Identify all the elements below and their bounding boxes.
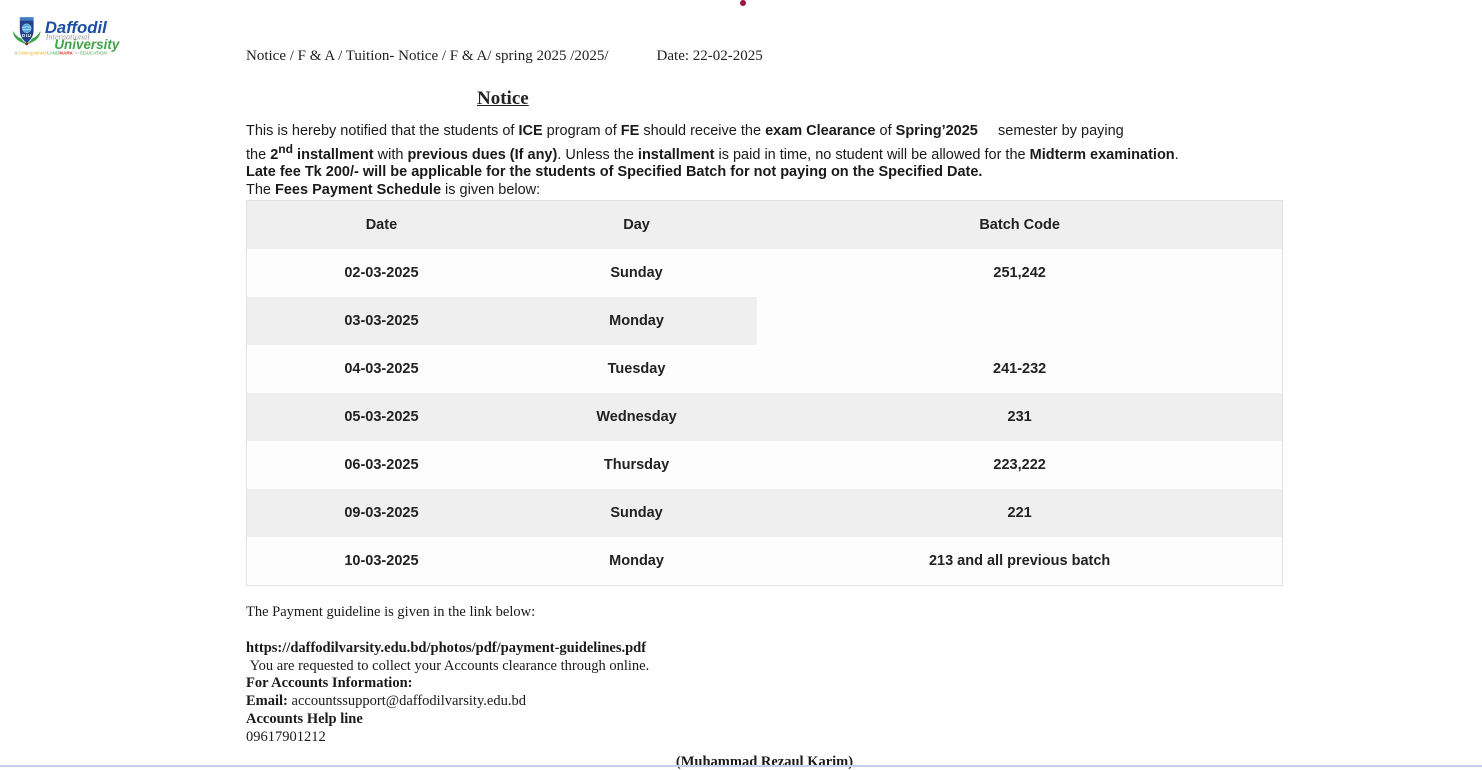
svg-text:A Distinguished LANDMARK ᵃʳᵃᵖᵃ: A Distinguished LANDMARK ᵃʳᵃᵖᵃʳ EDUCATIO… — [14, 51, 106, 56]
svg-text:DIU: DIU — [22, 33, 32, 38]
svg-text:University: University — [54, 37, 121, 52]
